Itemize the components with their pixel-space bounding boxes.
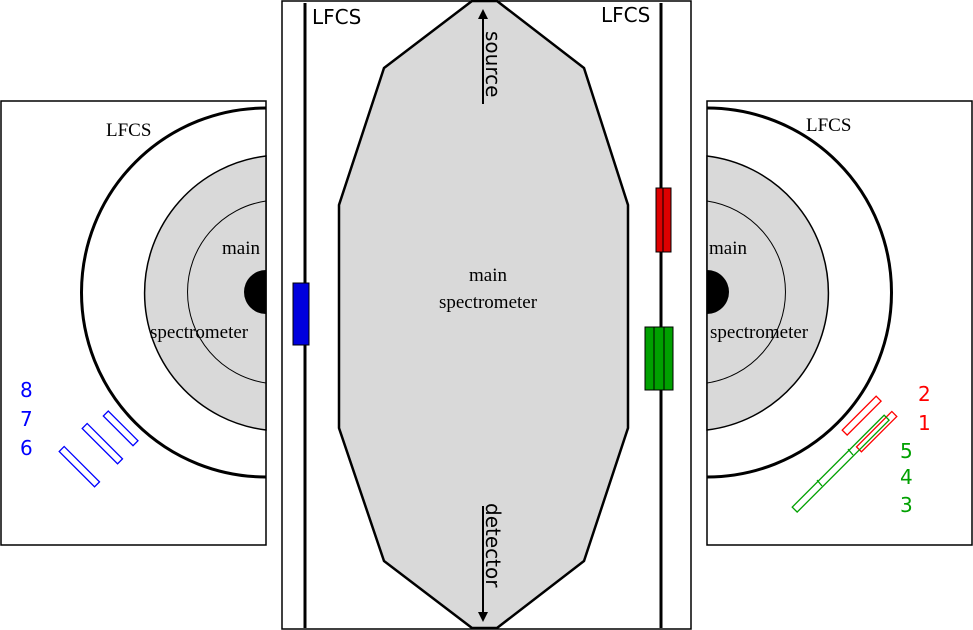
right-lfcs-coil: [706, 106, 893, 479]
green-detector-module: [644, 326, 674, 391]
right-detector-module-2: [841, 395, 883, 437]
right-number-4: 4: [900, 465, 913, 489]
left-number-7: 7: [20, 407, 33, 431]
right-spectrometer-vessel: [706, 155, 830, 431]
left-number-8: 8: [20, 378, 33, 402]
right-panel: LFCS main spectrometer 2 1 5 4 3: [706, 100, 973, 546]
right-number-2: 2: [918, 382, 931, 406]
left-number-6: 6: [20, 436, 33, 460]
right-spectrometer-label: spectrometer: [710, 322, 809, 343]
right-detector-module-1: [855, 410, 898, 453]
right-inner-ring: [706, 200, 786, 384]
center-panel: LFCS LFCS main spectrometer source detec…: [281, 0, 692, 630]
right-detector-module-345: [791, 414, 891, 514]
left-beam-axis: [244, 270, 266, 314]
left-lfcs-label: LFCS: [106, 120, 151, 141]
right-beam-axis: [707, 270, 729, 314]
left-detector-module-6: [58, 445, 101, 488]
detector-label: detector: [481, 503, 505, 588]
left-spectrometer-label: spectrometer: [150, 322, 249, 343]
right-number-5: 5: [900, 439, 913, 463]
left-detector-module-7: [81, 422, 124, 465]
left-main-label: main: [222, 238, 260, 259]
left-lfcs-coil: [80, 106, 267, 479]
right-main-label: main: [709, 238, 747, 259]
left-spectrometer-vessel: [143, 155, 267, 431]
right-number-3: 3: [900, 493, 913, 517]
center-spectrometer-vessel: [337, 0, 630, 630]
left-panel: LFCS main spectrometer 8 7 6: [0, 100, 267, 546]
center-lfcs-right-label: LFCS: [601, 3, 650, 27]
center-lfcs-left-label: LFCS: [312, 5, 361, 29]
blue-detector-module: [292, 282, 310, 346]
center-main-label: main: [469, 265, 507, 286]
source-label: source: [481, 31, 505, 97]
left-inner-ring: [187, 200, 267, 384]
right-number-1: 1: [918, 411, 931, 435]
left-detector-module-8: [102, 410, 139, 447]
center-spectrometer-label: spectrometer: [439, 292, 538, 313]
right-lfcs-label: LFCS: [806, 115, 851, 136]
